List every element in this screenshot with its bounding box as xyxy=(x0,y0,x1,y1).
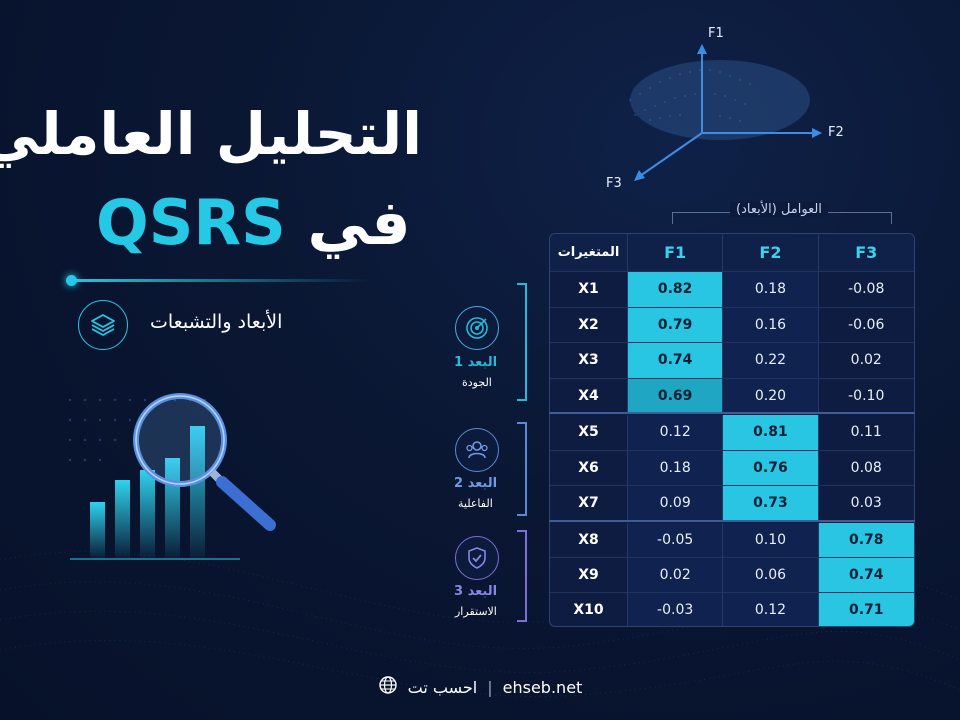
title-underline-dot xyxy=(66,275,77,286)
title-line2: QSRS في xyxy=(96,186,411,259)
table-row: X7 0.09 0.73 0.03 xyxy=(550,486,914,522)
loadings-table: المتغيرات F1 F2 F3 X1 0.82 0.18 -0.08 X2… xyxy=(549,233,915,627)
loading-cell: 0.10 xyxy=(723,523,819,558)
dimension-2-bracket xyxy=(517,422,527,516)
loading-cell: 0.82 xyxy=(628,272,724,308)
loading-cell: 0.79 xyxy=(628,307,724,343)
loading-cell: 0.73 xyxy=(723,486,819,522)
loading-cell: 0.02 xyxy=(818,343,914,379)
row-variable: X10 xyxy=(550,593,628,626)
shield-check-icon xyxy=(455,536,499,580)
table-row: X10 -0.03 0.12 0.71 xyxy=(550,593,914,626)
loading-cell: 0.08 xyxy=(818,451,914,486)
footer: احسب تت | ehseb.net xyxy=(0,675,960,699)
title-line1: التحليل العاملي xyxy=(0,100,422,168)
table-row: X8 -0.05 0.10 0.78 xyxy=(550,523,914,558)
table-row: X5 0.12 0.81 0.11 xyxy=(550,415,914,451)
table-row: X4 0.69 0.20 -0.10 xyxy=(550,378,914,414)
row-variable: X4 xyxy=(550,378,628,414)
row-variable: X7 xyxy=(550,486,628,522)
dimension-1-sub: الجودة xyxy=(462,376,492,389)
table-header-row: المتغيرات F1 F2 F3 xyxy=(550,234,914,272)
globe-icon xyxy=(378,675,398,699)
loading-cell: 0.22 xyxy=(723,343,819,379)
dimension-1-bracket xyxy=(517,283,527,401)
footer-brand: احسب تت xyxy=(407,677,478,697)
dimension-3-title: البعد 3 xyxy=(454,584,498,599)
dimension-3-bracket xyxy=(517,530,527,622)
bar-chart-magnifier-illustration xyxy=(68,393,276,560)
target-icon xyxy=(455,306,499,350)
dimension-3-sub: الاستقرار xyxy=(455,605,497,618)
dimension-1-title: البعد 1 xyxy=(454,355,498,370)
loading-cell: -0.10 xyxy=(818,379,914,414)
loading-cell: 0.76 xyxy=(723,450,819,486)
loading-cell: 0.02 xyxy=(628,558,724,593)
loading-cell: -0.05 xyxy=(628,523,724,558)
axis-label-f2: F2 xyxy=(828,125,844,140)
loading-cell: -0.08 xyxy=(818,272,914,308)
loading-cell: 0.18 xyxy=(723,272,819,308)
loading-cell: 0.74 xyxy=(628,343,724,379)
loading-cell: 0.71 xyxy=(818,593,914,626)
row-variable: X5 xyxy=(550,415,628,451)
loading-cell: 0.09 xyxy=(628,486,724,522)
row-variable: X1 xyxy=(550,272,628,308)
table-row: X6 0.18 0.76 0.08 xyxy=(550,450,914,486)
row-variable: X3 xyxy=(550,343,628,379)
loading-cell: -0.03 xyxy=(628,593,724,626)
dimension-2-sub: الفاعلية xyxy=(458,497,493,510)
row-variable: X2 xyxy=(550,307,628,343)
layers-icon xyxy=(78,300,128,350)
footer-separator: | xyxy=(487,677,493,697)
loading-cell: 0.12 xyxy=(723,593,819,626)
table-row: X2 0.79 0.16 -0.06 xyxy=(550,307,914,343)
title-underline xyxy=(70,279,370,282)
table-row: X3 0.74 0.22 0.02 xyxy=(550,343,914,379)
title-qsrs: QSRS xyxy=(96,186,286,259)
loading-cell: 0.12 xyxy=(628,415,724,451)
footer-site[interactable]: ehseb.net xyxy=(502,677,583,697)
table-row: X9 0.02 0.06 0.74 xyxy=(550,558,914,593)
loading-cell: 0.78 xyxy=(818,523,914,558)
header-f3: F3 xyxy=(818,234,914,272)
loading-cell: 0.69 xyxy=(628,378,724,414)
header-variables: المتغيرات xyxy=(550,234,628,272)
row-variable: X9 xyxy=(550,558,628,593)
group-divider xyxy=(549,412,915,414)
loading-cell: 0.81 xyxy=(723,415,819,451)
header-f1: F1 xyxy=(628,234,724,272)
table-row: X1 0.82 0.18 -0.08 xyxy=(550,272,914,308)
header-f2: F2 xyxy=(723,234,819,272)
dimension-2-title: البعد 2 xyxy=(454,476,498,491)
loading-cell: 0.16 xyxy=(723,307,819,343)
title-fi: في xyxy=(307,186,411,259)
row-variable: X6 xyxy=(550,450,628,486)
loading-cell: 0.18 xyxy=(628,450,724,486)
factors-label: العوامل (الأبعاد) xyxy=(730,202,828,217)
loading-cell: -0.06 xyxy=(818,308,914,343)
loading-cell: 0.03 xyxy=(818,486,914,522)
row-variable: X8 xyxy=(550,523,628,558)
factor-axes-diagram xyxy=(629,44,822,181)
loading-cell: 0.74 xyxy=(818,558,914,593)
loading-cell: 0.06 xyxy=(723,558,819,593)
subtitle: الأبعاد والتشبعات xyxy=(150,311,283,333)
axis-label-f1: F1 xyxy=(708,26,724,41)
loading-cell: 0.20 xyxy=(723,378,819,414)
loading-cell: 0.11 xyxy=(818,415,914,451)
group-divider xyxy=(549,520,915,522)
axis-label-f3: F3 xyxy=(606,176,622,191)
people-icon xyxy=(455,428,499,472)
